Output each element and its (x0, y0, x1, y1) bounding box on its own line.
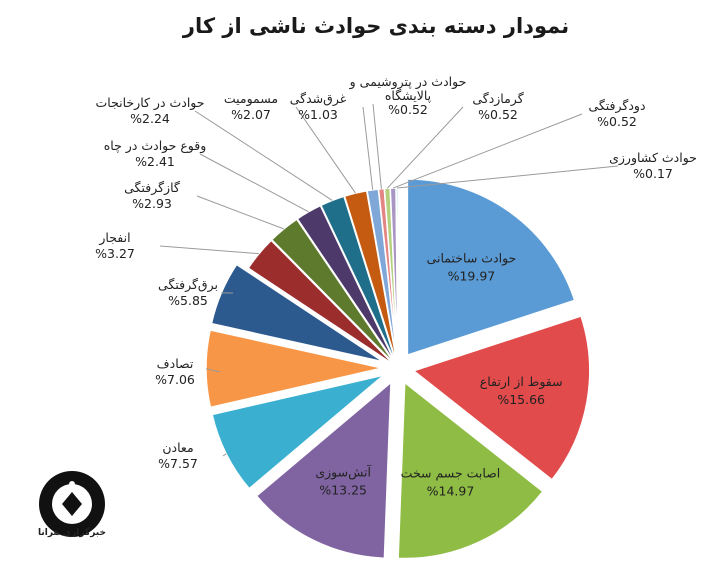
slice-value-label: %0.52 (478, 107, 518, 122)
pie-slice (255, 380, 392, 560)
logo-caption: خبرگزاری هرانا (38, 528, 106, 538)
slice-value-label: %0.17 (633, 166, 673, 181)
leader-line (222, 453, 227, 457)
slice-label: آتش‌سوزی (315, 464, 371, 480)
slice-label: گازگرفتگی (124, 180, 180, 196)
leader-lines (159, 103, 619, 457)
leader-line (372, 103, 382, 189)
slice-label: مسمومیت (224, 91, 278, 107)
slice-value-label: %2.07 (231, 107, 271, 122)
leader-line (194, 110, 333, 201)
pie-slices (205, 178, 591, 560)
slice-value-label: %2.41 (135, 154, 175, 169)
leader-line (295, 106, 356, 194)
leader-line (159, 245, 260, 255)
slice-label: وقوع حوادث در چاه (104, 138, 207, 154)
slice-label: حوادث در پتروشیمی و (349, 74, 467, 90)
slice-labels: حوادث ساختمانی %19.97 سقوط از ارتفاع %15.66… (95, 74, 697, 499)
slice-label: حوادث ساختمانی (427, 251, 517, 267)
slice-label: اصابت جسم سخت (401, 466, 501, 482)
leader-line (362, 106, 374, 190)
leader-line (196, 195, 284, 230)
slice-label: انفجار (98, 230, 130, 246)
slice-label: غرق‌شدگی (290, 91, 347, 107)
slice-value-label: %15.66 (497, 392, 545, 407)
slice-value-label: %2.24 (130, 111, 170, 126)
pie-slice (247, 239, 396, 367)
slice-label: گرمازدگی (472, 91, 523, 107)
slice-label: سقوط از ارتفاع (480, 374, 563, 390)
slice-label: برق‌گرفتگی (158, 277, 218, 293)
slice-label: دودگرفتگی (588, 98, 645, 114)
slice-value-label: %7.57 (158, 456, 198, 471)
slice-value-label: %5.85 (168, 293, 208, 308)
chart-title: نمودار دسته بندی حوادث ناشی از کار (182, 14, 570, 38)
slice-value-label: %3.27 (95, 246, 135, 261)
slice-value-label: %1.03 (298, 107, 338, 122)
slice-label: معادن (162, 440, 193, 455)
leader-line (386, 106, 464, 189)
leader-line (392, 113, 583, 189)
slice-value-label: %0.52 (388, 102, 428, 117)
pie-slice (397, 381, 544, 560)
slice-label: پالایشگاه (385, 88, 432, 103)
slice-value-label: %19.97 (448, 269, 496, 284)
slice-value-label: %0.52 (597, 114, 637, 129)
slice-label: حوادث کشاورزی (609, 150, 697, 166)
hrana-logo (39, 471, 105, 537)
slice-value-label: %7.06 (155, 372, 195, 387)
slice-label: حوادث در کارخانجات (96, 95, 205, 111)
slice-value-label: %14.97 (427, 484, 475, 499)
leader-line (396, 165, 619, 189)
slice-value-label: %2.93 (132, 196, 172, 211)
leader-line (205, 368, 221, 373)
pie-slice (412, 315, 591, 481)
leader-line (199, 153, 309, 213)
pie-slice (406, 178, 576, 357)
slice-value-label: %13.25 (319, 482, 367, 497)
slice-label: تصادف (157, 356, 194, 371)
